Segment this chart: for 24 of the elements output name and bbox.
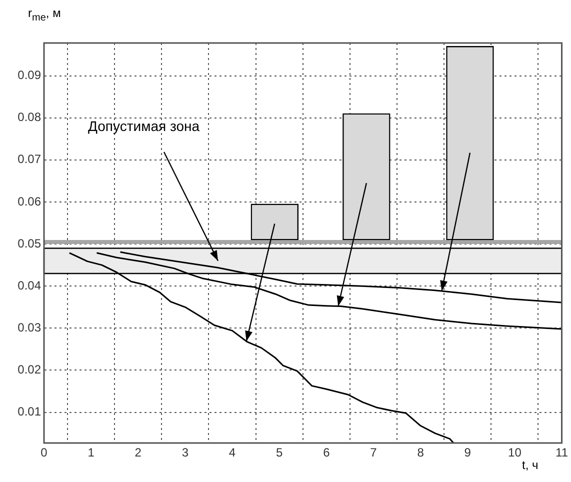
y-tick-label: 0.04 [18, 278, 42, 292]
x-tick-label: 10 [508, 446, 522, 460]
x-tick-label: 1 [88, 446, 95, 460]
x-tick-label: 5 [276, 446, 284, 460]
annotation: Допустимая зона [88, 118, 200, 134]
x-tick-label: 6 [323, 446, 330, 460]
y-tick-label: 0.08 [18, 110, 42, 124]
x-tick-label: 8 [417, 446, 424, 460]
y-tick-label: 0.02 [18, 362, 42, 377]
x-tick-label: 2 [134, 446, 142, 460]
y-axis-title: r$_{me}$, м [28, 6, 61, 24]
x-tick-label: 7 [370, 446, 378, 460]
x-axis-title: t, ч [522, 458, 538, 472]
y-tick-label: 0.03 [18, 320, 42, 334]
y-tick-label: 0.07 [18, 152, 42, 166]
x-tick-label: 11 [556, 446, 568, 460]
x-tick-label: 0 [40, 446, 48, 460]
x-tick-label: 3 [182, 446, 189, 460]
x-tick-label: 4 [228, 446, 236, 460]
y-tick-label: 0.06 [18, 194, 42, 208]
y-tick-label: 0.05 [18, 236, 42, 250]
y-tick-label: 0.09 [18, 68, 42, 82]
x-tick-label: 9 [464, 446, 472, 460]
y-tick-label: 0.01 [18, 404, 42, 419]
